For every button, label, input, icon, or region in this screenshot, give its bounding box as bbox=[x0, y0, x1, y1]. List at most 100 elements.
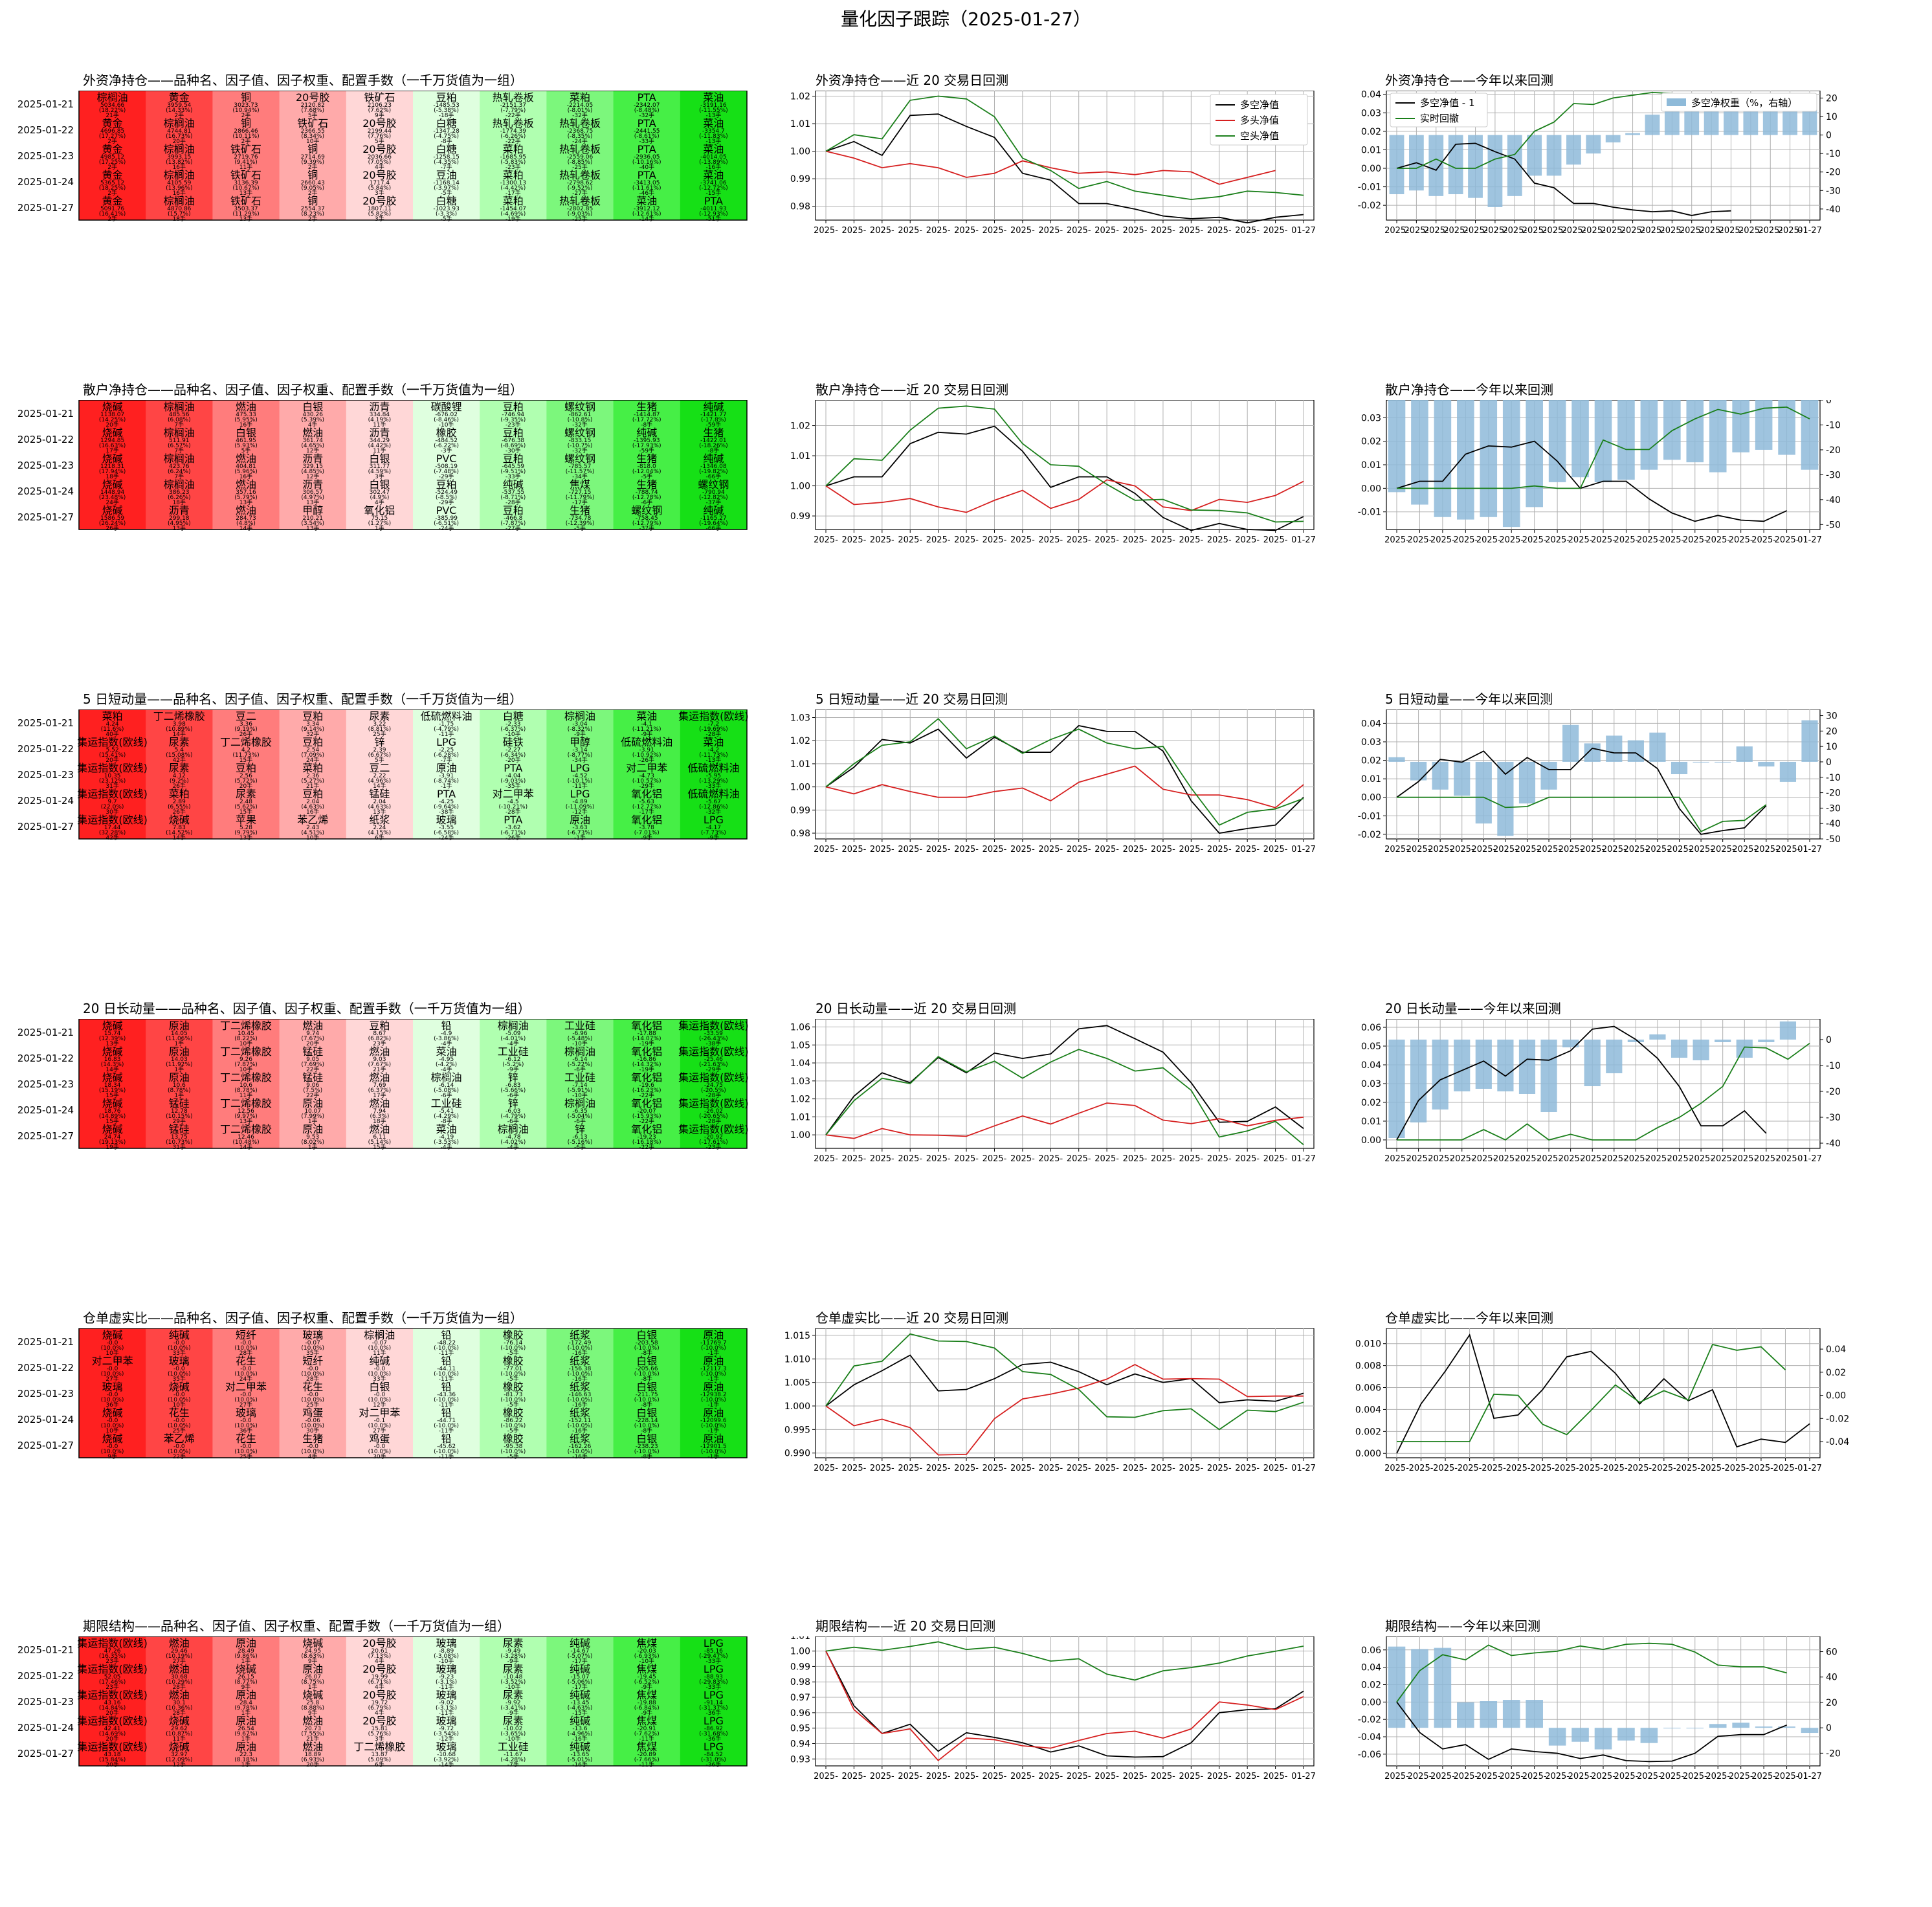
x-tick-label: 2025- bbox=[1430, 535, 1455, 545]
x-tick-label: 2025- bbox=[926, 535, 951, 545]
weight-bar bbox=[1454, 761, 1471, 796]
cell-lots: 14手 bbox=[239, 1143, 252, 1151]
x-tick-label: 2025- bbox=[1010, 535, 1035, 545]
x-tick-label: 2025- bbox=[1689, 845, 1713, 854]
cell-name: 集运指数(欧线) bbox=[678, 1123, 749, 1135]
cell-name: 丁二烯橡胶 bbox=[220, 1123, 272, 1135]
cell-weight: (14.69%) bbox=[99, 1731, 126, 1737]
cell-name: 玻璃 bbox=[436, 1715, 457, 1727]
x-tick-label: 2025- bbox=[1522, 1772, 1547, 1781]
cell-lots: 35手 bbox=[173, 1375, 186, 1383]
cell-name: 原油 bbox=[703, 1329, 724, 1341]
cell-name: 集运指数(欧线) bbox=[678, 1097, 749, 1110]
cell-name: 豆粕 bbox=[302, 788, 323, 800]
cell-name: 甲醇 bbox=[302, 504, 323, 517]
cell-value: -5.09 bbox=[505, 1031, 521, 1037]
x-tick-label: 2025- bbox=[1151, 1154, 1175, 1164]
cell-weight: (17.46%) bbox=[99, 1679, 126, 1686]
cell-name: 丁二烯橡胶 bbox=[153, 710, 205, 722]
cell-name: PTA bbox=[638, 143, 656, 155]
cell-name: 集运指数(欧线) bbox=[678, 1045, 749, 1058]
cell-weight: (10.0%) bbox=[234, 1371, 258, 1377]
table-title: 仓单虚实比——品种名、因子值、因子权重、配置手数（一千万货值为一组） bbox=[83, 1310, 523, 1326]
cell-value: -162.26 bbox=[569, 1444, 592, 1450]
cell-value: -16.86 bbox=[638, 1056, 656, 1063]
cell-name: 铜 bbox=[241, 91, 251, 104]
weight-bar bbox=[1801, 720, 1818, 762]
cell-value: -6.35 bbox=[572, 1108, 587, 1115]
cell-weight: (6.3%) bbox=[370, 1113, 389, 1120]
cell-weight: (-8.85%) bbox=[568, 159, 593, 166]
cell-weight: (-20.5%) bbox=[701, 1087, 726, 1094]
cell-lots: -29手 bbox=[439, 473, 454, 480]
weight-bar bbox=[1388, 1646, 1406, 1728]
x-tick-label: 2025- bbox=[1038, 226, 1063, 236]
x-tick-label: 2025- bbox=[1738, 226, 1763, 236]
table-column-bg bbox=[212, 91, 280, 220]
x-tick-label: 2025- bbox=[1235, 845, 1260, 854]
cell-weight: (-10.0%) bbox=[701, 1449, 726, 1455]
cell-name: 对二甲苯 bbox=[359, 1407, 400, 1419]
cell-value: 10.6 bbox=[173, 1082, 186, 1089]
cell-weight: (-8.61%) bbox=[634, 133, 660, 140]
cell-weight: (9.67%) bbox=[234, 1731, 258, 1737]
cell-value: -3912.12 bbox=[634, 206, 660, 212]
x-tick-label: 2025- bbox=[954, 1464, 979, 1473]
x-tick-label: 01-27 bbox=[1797, 226, 1822, 236]
cell-name: 20号胶 bbox=[362, 1663, 396, 1675]
y-tick-label: 1.01 bbox=[790, 119, 810, 129]
x-tick-label: 2025- bbox=[1458, 1464, 1482, 1473]
cell-value: -3741.06 bbox=[700, 180, 727, 186]
cell-weight: (6.26%) bbox=[168, 495, 191, 501]
cell-name: 白糖 bbox=[436, 195, 457, 207]
cell-weight: (-6.73%) bbox=[568, 830, 593, 836]
cell-value: -788.74 bbox=[636, 489, 658, 496]
cell-weight: (4.97%) bbox=[301, 495, 324, 501]
cell-weight: (-10.0%) bbox=[434, 1449, 459, 1455]
cell-value: 7.83 bbox=[173, 825, 186, 831]
cell-value: 404.81 bbox=[236, 463, 256, 470]
cell-lots: 2手 bbox=[241, 137, 251, 145]
x-tick-label: 2025- bbox=[1627, 1464, 1652, 1473]
y2-tick-label: -40 bbox=[1826, 1139, 1841, 1149]
weight-bar bbox=[1782, 109, 1798, 135]
cell-value: -44.71 bbox=[437, 1418, 456, 1424]
cell-name: 白银 bbox=[236, 427, 256, 439]
x-tick-label: 2025- bbox=[1010, 845, 1035, 854]
cell-name: 螺纹钢 bbox=[564, 401, 595, 413]
cell-value: -11769.7 bbox=[700, 1340, 726, 1346]
cell-name: 豆粕 bbox=[302, 736, 323, 748]
cell-value: 14.03 bbox=[171, 1056, 188, 1063]
cell-value: -0.0 bbox=[173, 1418, 185, 1424]
cell-weight: (4.9%) bbox=[370, 495, 389, 501]
x-tick-label: 2025- bbox=[1450, 1154, 1474, 1164]
cell-weight: (-4.35%) bbox=[434, 159, 459, 166]
cell-name: 豆油 bbox=[436, 169, 457, 181]
cell-name: 花生 bbox=[236, 1433, 256, 1445]
cell-weight: (5.39%) bbox=[301, 417, 324, 423]
cell-weight: (-6.34%) bbox=[500, 752, 526, 759]
cell-value: -4.5 bbox=[507, 799, 519, 805]
cell-name: 纯碱 bbox=[570, 1637, 590, 1649]
plot-frame bbox=[1386, 1328, 1821, 1458]
series-line bbox=[825, 1049, 1304, 1146]
x-tick-label: 2025- bbox=[1010, 1464, 1035, 1473]
cell-value: -2214.05 bbox=[567, 102, 593, 109]
cell-lots: 13手 bbox=[173, 524, 186, 532]
x-tick-label: 2025- bbox=[1776, 1154, 1801, 1164]
cell-lots: -22手 bbox=[639, 1117, 654, 1125]
weight-bar bbox=[1606, 735, 1623, 762]
cell-lots: -1手 bbox=[441, 782, 452, 790]
cell-value: -9.02 bbox=[439, 1700, 454, 1706]
cell-lots: -9手 bbox=[641, 730, 652, 738]
y2-tick-label: -0.04 bbox=[1826, 1437, 1849, 1447]
cell-weight: (17.94%) bbox=[99, 469, 126, 475]
cell-lots: 25手 bbox=[173, 1427, 186, 1434]
cell-weight: (-8.69%) bbox=[500, 443, 526, 449]
cell-lots: 19手 bbox=[105, 1143, 118, 1151]
cell-weight: (-9.35%) bbox=[500, 417, 526, 423]
x-tick-label: 2025- bbox=[842, 845, 867, 854]
cell-weight: (9.05%) bbox=[301, 185, 324, 192]
x-tick-label: 01-27 bbox=[1797, 1772, 1822, 1781]
cell-value: -228.14 bbox=[636, 1418, 658, 1424]
